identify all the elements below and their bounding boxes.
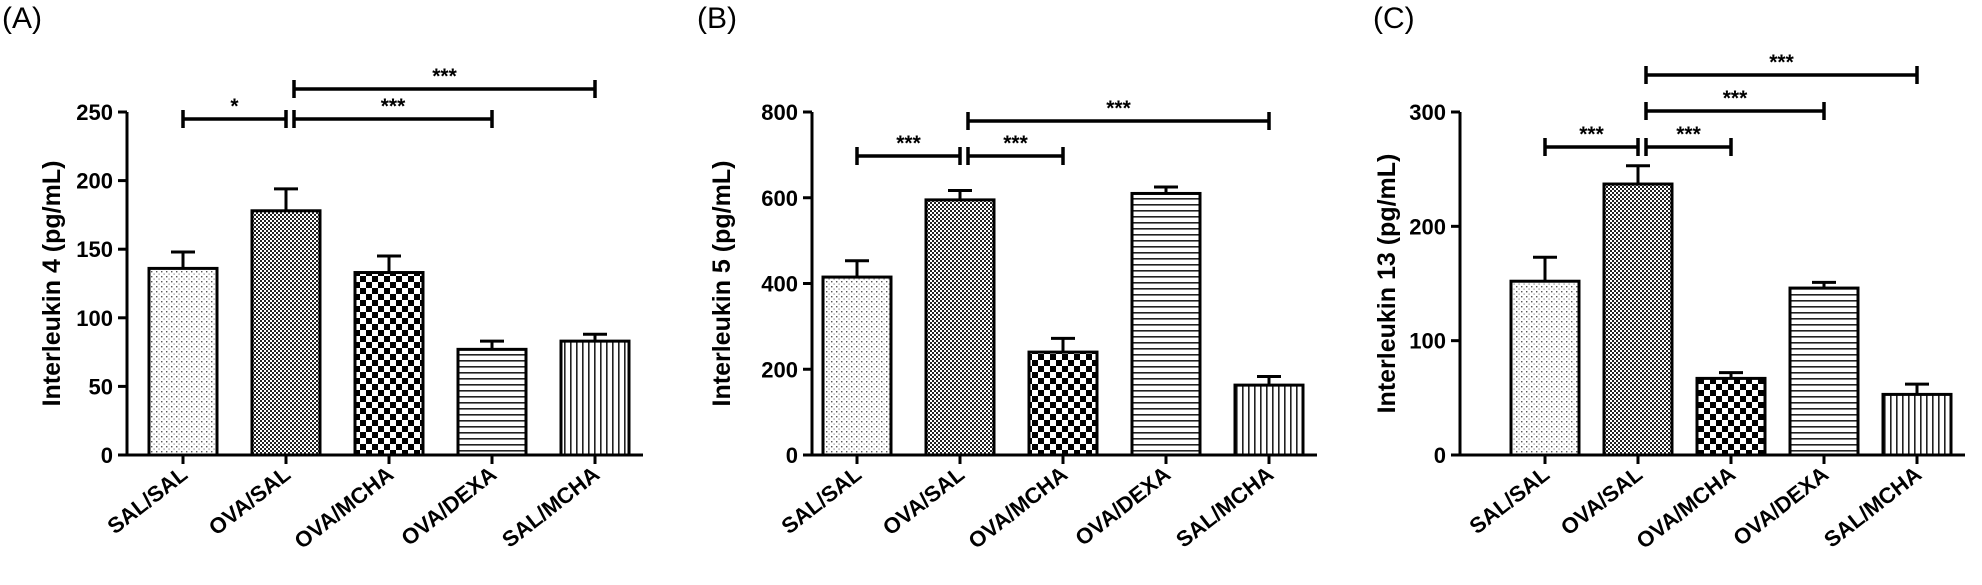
bar-b-3 (1130, 191, 1202, 457)
y-tick-label-a-3: 150 (76, 237, 113, 262)
y-tick-label-a-5: 250 (76, 100, 113, 125)
y-tick-label-b-3: 600 (761, 186, 798, 211)
panel-a: (A) 0 50 100 150 200 250 Interleukin 4 (pg/mL)… (2, 2, 643, 554)
bar-c-2 (1695, 376, 1767, 457)
category-label-b-0: SAL/SAL (777, 461, 867, 539)
bar-b-2 (1027, 350, 1099, 457)
bar-b-1 (924, 198, 996, 457)
sig-label-c-0: *** (1579, 123, 1604, 146)
bar-a-1 (250, 209, 322, 457)
category-label-b-1: OVA/SAL (878, 461, 969, 540)
sig-label-c-3: *** (1769, 51, 1794, 74)
category-label-b-3: OVA/DEXA (1070, 461, 1175, 551)
sig-label-b-1: *** (1003, 132, 1028, 155)
sig-label-b-2: *** (1106, 97, 1131, 120)
y-tick-label-c-1: 100 (1409, 329, 1446, 354)
panel-label-c: (C) (1373, 2, 1415, 35)
sig-label-b-0: *** (896, 132, 921, 155)
category-label-c-1: OVA/SAL (1556, 461, 1647, 540)
panel-c: (C) 0 100 200 300 Interleukin 13 (pg/mL) SAL/… (1373, 2, 1965, 554)
bar-a-2 (353, 271, 425, 457)
bar-c-4 (1881, 392, 1953, 457)
bar-c-1 (1602, 182, 1674, 457)
y-tick-label-b-0: 0 (786, 443, 798, 468)
y-tick-label-c-0: 0 (1434, 443, 1446, 468)
category-label-b-4: SAL/MCHA (1171, 461, 1278, 552)
sig-label-a-1: *** (381, 95, 406, 118)
y-tick-label-b-4: 800 (761, 100, 798, 125)
sig-label-c-2: *** (1723, 87, 1748, 110)
category-label-c-3: OVA/DEXA (1728, 461, 1833, 551)
y-tick-label-b-1: 200 (761, 357, 798, 382)
bar-b-4 (1233, 383, 1305, 457)
sig-label-a-0: * (230, 95, 239, 118)
y-tick-label-a-4: 200 (76, 169, 113, 194)
bar-a-3 (456, 347, 528, 457)
y-tick-label-c-3: 300 (1409, 100, 1446, 125)
y-tick-label-c-2: 200 (1409, 214, 1446, 239)
y-tick-label-a-0: 0 (101, 443, 113, 468)
y-axis-title-c: Interleukin 13 (pg/mL) (1373, 154, 1401, 414)
category-label-a-3: OVA/DEXA (396, 461, 501, 551)
panel-label-b: (B) (697, 2, 737, 35)
bar-b-0 (821, 275, 893, 457)
y-axis-title-b: Interleukin 5 (pg/mL) (708, 161, 736, 407)
category-label-a-4: SAL/MCHA (497, 461, 604, 552)
y-tick-label-a-1: 50 (89, 374, 113, 399)
panel-b: (B) 0 200 400 600 800 Interleukin 5 (pg/mL) SA… (697, 2, 1317, 554)
y-tick-label-a-2: 100 (76, 306, 113, 331)
y-tick-label-b-2: 400 (761, 272, 798, 297)
bar-c-3 (1788, 286, 1860, 457)
category-label-c-2: OVA/MCHA (1632, 461, 1741, 554)
category-label-a-1: OVA/SAL (204, 461, 295, 540)
panel-label-a: (A) (2, 2, 42, 35)
category-label-c-4: SAL/MCHA (1819, 461, 1926, 552)
sig-label-c-1: *** (1676, 123, 1701, 146)
bar-a-4 (559, 339, 631, 457)
category-label-a-0: SAL/SAL (103, 461, 193, 539)
y-axis-title-a: Interleukin 4 (pg/mL) (38, 161, 66, 407)
sig-label-a-2: *** (432, 65, 457, 88)
bar-c-0 (1509, 279, 1581, 457)
category-label-c-0: SAL/SAL (1465, 461, 1555, 539)
category-label-b-2: OVA/MCHA (964, 461, 1073, 554)
bar-a-0 (147, 266, 219, 457)
category-label-a-2: OVA/MCHA (290, 461, 399, 554)
